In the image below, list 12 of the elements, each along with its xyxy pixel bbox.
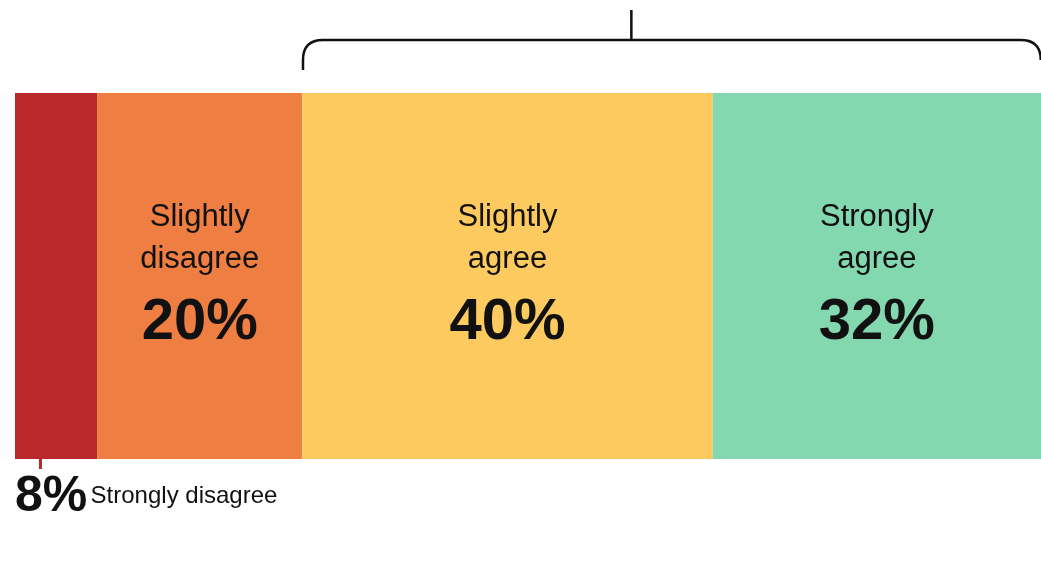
data-label: 20% (141, 285, 258, 351)
data-label: 40% (449, 285, 566, 351)
series-label: Strongly agree (819, 197, 935, 275)
bar (15, 93, 98, 459)
data-label: 8% (15, 466, 88, 522)
series-label: Slightly disagree (140, 197, 260, 275)
bar (97, 93, 303, 459)
series-label: Slightly agree (457, 197, 558, 275)
data-label: 32% (818, 285, 935, 351)
bar (712, 93, 1041, 459)
bar (302, 93, 713, 459)
series-label: Strongly disagree (90, 480, 278, 508)
